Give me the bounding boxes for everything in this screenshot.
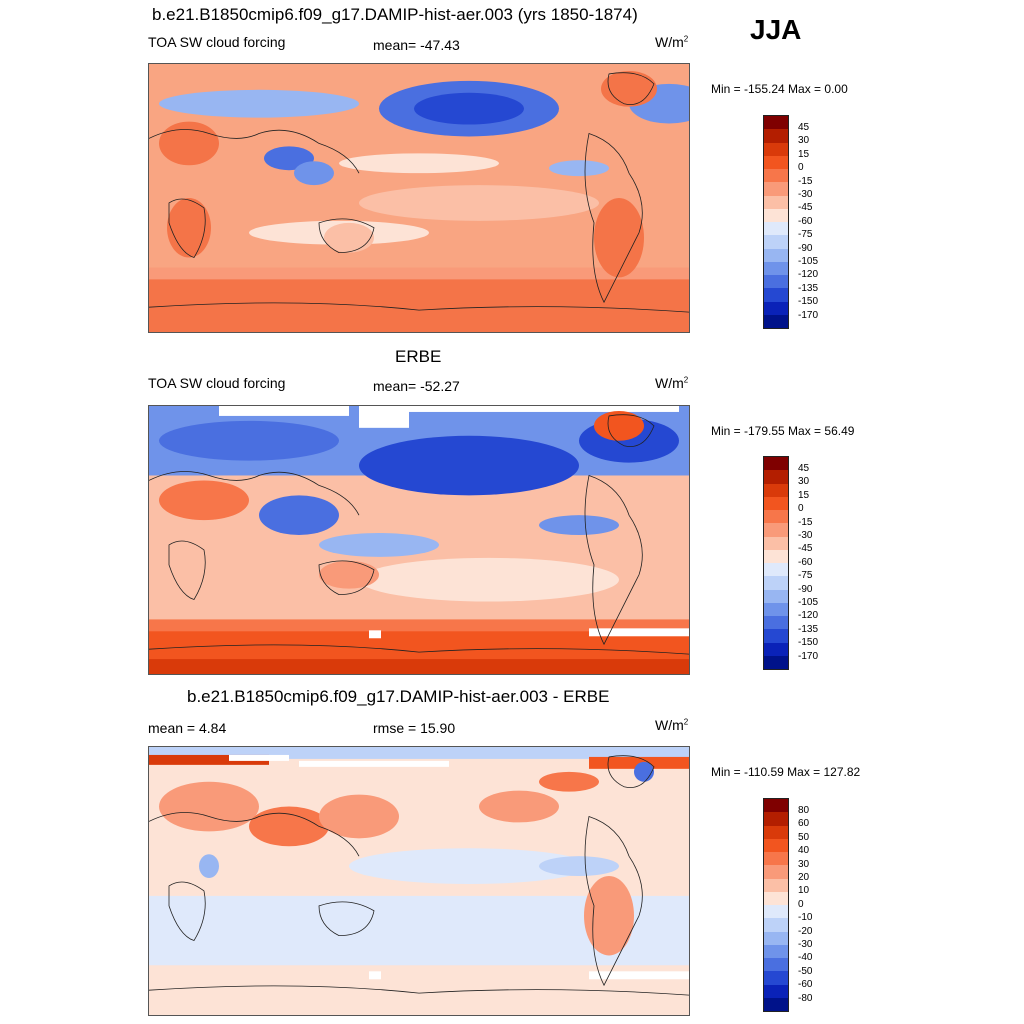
colorbar-tick-label: 60	[798, 818, 810, 829]
colorbar-tick-label: 50	[798, 832, 810, 843]
panel2-title: ERBE	[395, 347, 442, 366]
colorbar-tick-label: -90	[798, 243, 813, 254]
colorbar-tick-label: -135	[798, 283, 819, 294]
colorbar-tick-label: 15	[798, 149, 810, 160]
colorbar-tick-label: -105	[798, 597, 819, 608]
panel3-unit-label: W/m2	[655, 717, 689, 733]
panel1-unit-label: W/m2	[655, 34, 689, 50]
panel3-minmax: Min = -110.59 Max = 127.82	[711, 765, 861, 779]
panel3-map	[148, 746, 690, 1016]
colorbar-tick-label: -150	[798, 296, 819, 307]
colorbar-tick-label: -20	[798, 926, 813, 937]
colorbar-tick-label: -170	[798, 310, 819, 321]
panel2-variable-label: TOA SW cloud forcing	[148, 375, 286, 391]
colorbar-tick-label: -75	[798, 570, 813, 581]
colorbar-tick-label: -90	[798, 584, 813, 595]
panel3-colorbar	[763, 798, 789, 1012]
panel3-rmse-label: rmse = 15.90	[373, 720, 456, 736]
colorbar-tick-label: -60	[798, 216, 813, 227]
colorbar-tick-label: -45	[798, 202, 813, 213]
colorbar-tick-label: 40	[798, 845, 810, 856]
colorbar-tick-label: 0	[798, 503, 804, 514]
colorbar-tick-label: 0	[798, 162, 804, 173]
colorbar-tick-label: -80	[798, 993, 813, 1004]
colorbar-tick-label: -60	[798, 557, 813, 568]
colorbar-tick-label: 30	[798, 135, 810, 146]
panel1-mean-label: mean= -47.43	[373, 37, 460, 53]
colorbar-tick-label: 20	[798, 872, 810, 883]
panel3-title: b.e21.B1850cmip6.f09_g17.DAMIP-hist-aer.…	[187, 687, 610, 706]
colorbar-tick-label: -120	[798, 610, 819, 621]
colorbar-tick-label: 45	[798, 122, 810, 133]
colorbar-tick-label: -10	[798, 912, 813, 923]
colorbar-tick-label: -170	[798, 651, 819, 662]
colorbar-tick-label: 15	[798, 490, 810, 501]
colorbar-tick-label: -150	[798, 637, 819, 648]
colorbar-tick-label: -30	[798, 530, 813, 541]
season-label: JJA	[750, 14, 802, 45]
colorbar-tick-label: 45	[798, 463, 810, 474]
panel1-variable-label: TOA SW cloud forcing	[148, 34, 286, 50]
panel2-minmax: Min = -179.55 Max = 56.49	[711, 424, 855, 438]
colorbar-tick-label: 0	[798, 899, 804, 910]
panel2-unit-label: W/m2	[655, 375, 689, 391]
colorbar-tick-label: -60	[798, 979, 813, 990]
colorbar-tick-label: 30	[798, 859, 810, 870]
colorbar-tick-label: -30	[798, 189, 813, 200]
colorbar-tick-label: -15	[798, 176, 813, 187]
colorbar-tick-label: -120	[798, 269, 819, 280]
colorbar-tick-label: -40	[798, 952, 813, 963]
panel1-map	[148, 63, 690, 333]
colorbar-tick-label: 30	[798, 476, 810, 487]
panel1-minmax: Min = -155.24 Max = 0.00	[711, 82, 848, 96]
colorbar-tick-label: -135	[798, 624, 819, 635]
panel1-title: b.e21.B1850cmip6.f09_g17.DAMIP-hist-aer.…	[152, 5, 638, 24]
panel1-colorbar	[763, 115, 789, 329]
colorbar-tick-label: -50	[798, 966, 813, 977]
panel2-map	[148, 405, 690, 675]
panel2-colorbar	[763, 456, 789, 670]
colorbar-tick-label: 10	[798, 885, 810, 896]
colorbar-tick-label: 80	[798, 805, 810, 816]
colorbar-tick-label: -15	[798, 517, 813, 528]
colorbar-tick-label: -45	[798, 543, 813, 554]
colorbar-tick-label: -30	[798, 939, 813, 950]
panel3-mean-label: mean = 4.84	[148, 720, 227, 736]
colorbar-tick-label: -105	[798, 256, 819, 267]
panel2-mean-label: mean= -52.27	[373, 378, 460, 394]
colorbar-tick-label: -75	[798, 229, 813, 240]
